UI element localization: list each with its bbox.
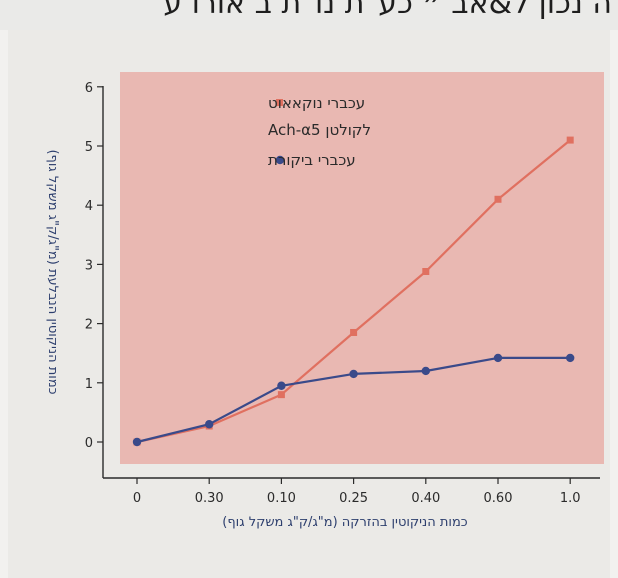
data-point xyxy=(566,136,574,144)
legend-marker xyxy=(276,99,283,106)
data-point xyxy=(349,369,358,379)
legend-label: עכברי ביקורת xyxy=(268,151,356,169)
y-tick-label: 1 xyxy=(85,377,93,392)
legend-entry: עכברי ביקורת xyxy=(268,151,356,169)
x-tick-label: 0.25 xyxy=(339,491,368,506)
legend-label: עכברי נוקאאוט xyxy=(268,94,365,112)
x-tick-label: 0.40 xyxy=(411,491,440,506)
data-point xyxy=(422,268,430,276)
legend-marker xyxy=(275,155,285,165)
x-tick-label: 0.10 xyxy=(267,491,296,506)
series-2 xyxy=(132,353,575,447)
data-point xyxy=(132,437,142,447)
x-axis-title: כמות הניקוטין בהזרקה (מ"ג/ק"ג משקל גוף) xyxy=(222,515,468,530)
data-point xyxy=(421,366,430,376)
x-tick-label: 0.60 xyxy=(484,491,513,506)
data-point xyxy=(277,391,285,399)
data-point xyxy=(277,381,286,390)
axis-ticks: 0 1 2 3 4 5 6 0 0.30 0.10 0.25 0.40 0.60 1.0 xyxy=(85,81,581,506)
legend: עכברי נוקאאוט לקולטן Ach-α5 עכברי ביקורת xyxy=(268,94,371,169)
axes xyxy=(102,86,600,479)
series-layer xyxy=(132,136,575,447)
y-axis-title: כמות הניקוטין הנבלעת (מ"ג/ק"ג משקל גוף) xyxy=(45,149,60,394)
data-point xyxy=(205,420,214,429)
y-tick-label: 2 xyxy=(85,318,93,333)
y-tick-label: 0 xyxy=(85,436,93,451)
legend-label: לקולטן Ach-α5 xyxy=(268,121,371,139)
data-point xyxy=(566,353,575,363)
x-tick-label: 0.30 xyxy=(195,491,224,506)
data-point xyxy=(494,195,502,203)
x-tick-label: 0 xyxy=(133,491,141,506)
x-tick-label: 1.0 xyxy=(560,491,581,506)
plot-area-background xyxy=(120,72,604,464)
data-point xyxy=(350,328,358,336)
y-tick-label: 3 xyxy=(85,258,93,273)
legend-entry: עכברי נוקאאוט לקולטן Ach-α5 xyxy=(268,94,371,139)
header-text: ה נכון ל&אב ״ כע"ת נו"ת ב אורו ע xyxy=(163,0,612,21)
y-tick-label: 4 xyxy=(85,199,93,214)
y-tick-label: 6 xyxy=(85,81,93,96)
header-strip: ה נכון ל&אב ״ כע"ת נו"ת ב אורו ע xyxy=(0,0,618,30)
data-point xyxy=(493,353,503,363)
y-tick-label: 5 xyxy=(85,140,93,155)
